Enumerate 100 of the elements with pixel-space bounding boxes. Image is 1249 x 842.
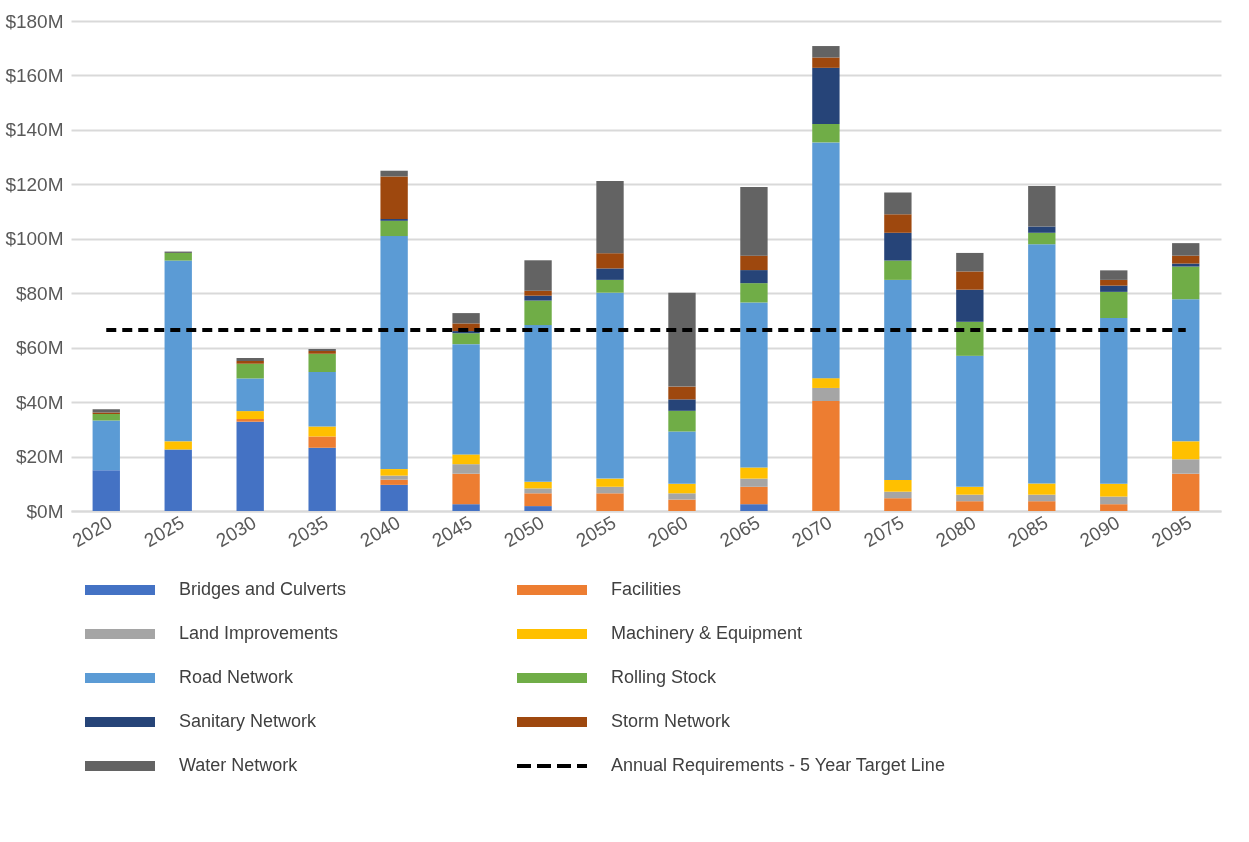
bar: [884, 279, 912, 480]
bar: [1172, 263, 1200, 267]
bar: [812, 401, 840, 511]
x-tick-label: 2095: [1148, 511, 1196, 552]
bar: [812, 46, 840, 58]
bar: [524, 290, 552, 296]
bar: [740, 255, 768, 271]
bar: [596, 268, 624, 280]
bar: [668, 483, 696, 494]
bar: [956, 289, 984, 322]
y-tick-label: $0M: [26, 500, 64, 522]
bar: [740, 467, 768, 479]
bar: [236, 421, 264, 511]
bar: [164, 260, 192, 442]
bar: [812, 387, 840, 402]
bar: [1100, 496, 1128, 505]
bar: [1172, 255, 1200, 264]
bar: [740, 486, 768, 505]
bar: [1028, 185, 1056, 227]
bar: [308, 426, 336, 437]
y-tick-label: $160M: [5, 64, 64, 86]
bar: [812, 123, 840, 143]
bar: [308, 353, 336, 372]
bar: [92, 414, 120, 421]
bar: [164, 449, 192, 511]
bar: [1028, 494, 1056, 502]
legend-label: Bridges and Culverts: [179, 579, 347, 599]
bar: [596, 279, 624, 293]
bar: [380, 484, 408, 511]
x-tick-label: 2085: [1004, 511, 1052, 552]
x-tick-label: 2020: [68, 511, 116, 552]
bar: [1028, 483, 1056, 495]
bar: [1028, 232, 1056, 245]
bar: [524, 488, 552, 494]
bar: [668, 499, 696, 511]
legend-label: Rolling Stock: [611, 667, 718, 687]
x-tick-label: 2080: [932, 511, 980, 552]
bar: [380, 176, 408, 219]
bar: [1100, 279, 1128, 286]
bar: [1028, 244, 1056, 484]
legend-label: Annual Requirements - 5 Year Target Line: [611, 755, 945, 775]
bar: [956, 252, 984, 272]
bar: [1172, 441, 1200, 460]
bar: [740, 504, 768, 511]
bar: [236, 378, 264, 412]
bar: [884, 491, 912, 499]
legend-label: Land Improvements: [179, 623, 339, 643]
bar: [668, 292, 696, 387]
bar: [596, 292, 624, 479]
legend-label: Road Network: [179, 667, 295, 687]
bar: [740, 478, 768, 487]
y-tick-label: $60M: [15, 337, 64, 359]
y-tick-label: $80M: [15, 282, 64, 304]
bar: [668, 431, 696, 484]
bar: [1172, 266, 1200, 300]
bar: [956, 501, 984, 511]
bar: [524, 325, 552, 482]
bar: [956, 355, 984, 487]
y-tick-label: $20M: [15, 446, 64, 468]
bar: [956, 271, 984, 290]
bar: [1028, 226, 1056, 233]
bar: [956, 486, 984, 495]
bar: [1172, 299, 1200, 442]
bar: [812, 378, 840, 388]
y-tick-label: $180M: [5, 10, 64, 32]
legend-label: Water Network: [179, 755, 299, 775]
bar: [596, 181, 624, 254]
x-tick-label: 2090: [1076, 511, 1124, 552]
bar: [1172, 459, 1200, 474]
bar: [740, 187, 768, 256]
bar: [740, 270, 768, 284]
x-tick-label: 2045: [428, 511, 476, 552]
bar: [236, 418, 264, 422]
bar: [524, 295, 552, 301]
bar: [452, 454, 480, 465]
x-tick-label: 2060: [644, 511, 692, 552]
bar: [668, 493, 696, 500]
bar: [1100, 285, 1128, 292]
bar: [524, 481, 552, 489]
y-tick-label: $100M: [5, 228, 64, 250]
bar: [1100, 270, 1128, 280]
bar: [380, 236, 408, 470]
bar: [812, 57, 840, 68]
bar: [524, 493, 552, 507]
bar: [1028, 501, 1056, 511]
bar: [596, 493, 624, 511]
bar: [236, 363, 264, 379]
bar: [1172, 243, 1200, 256]
bar: [452, 473, 480, 505]
legend-label: Sanitary Network: [179, 711, 318, 731]
bar: [668, 410, 696, 432]
y-tick-label: $120M: [5, 173, 64, 195]
bar: [956, 494, 984, 502]
legend-label: Facilities: [611, 579, 682, 599]
bar: [164, 441, 192, 450]
bar: [92, 470, 120, 511]
bar: [884, 232, 912, 261]
y-tick-label: $140M: [5, 119, 64, 141]
bar: [884, 192, 912, 215]
y-tick-label: $40M: [15, 391, 64, 413]
